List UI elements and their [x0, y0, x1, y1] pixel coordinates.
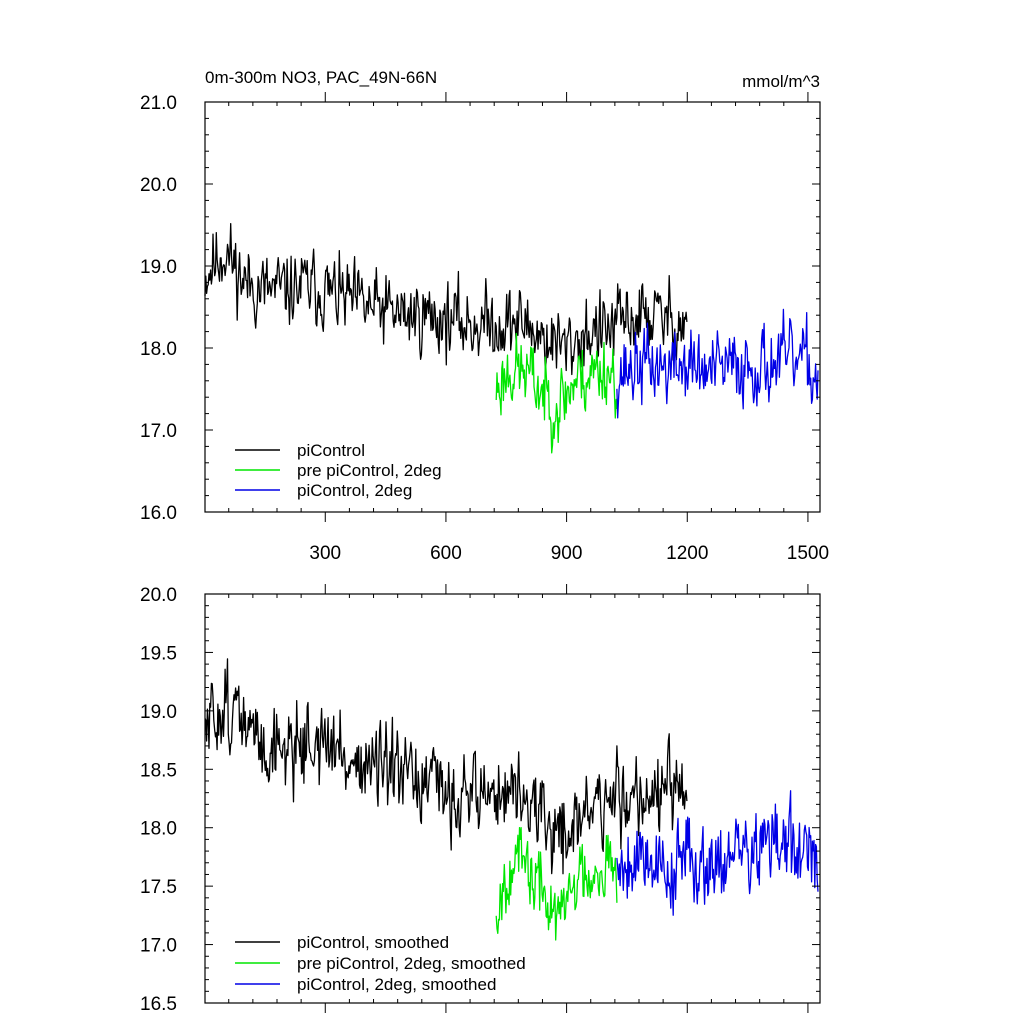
y-tick-label: 16.0 [140, 503, 177, 524]
legend-label: pre piControl, 2deg, smoothed [297, 954, 526, 973]
series-group [204, 222, 819, 454]
y-tick-label: 19.5 [140, 643, 177, 664]
x-tick-label: 600 [430, 543, 462, 564]
x-tick-label: 900 [551, 543, 583, 564]
y-tick-label: 21.0 [140, 93, 177, 114]
top-panel: 0m-300m NO3, PAC_49N-66N mmol/m^3 16.0 17… [140, 68, 829, 564]
y-tick-label: 17.0 [140, 936, 177, 957]
y-tick-label: 18.0 [140, 339, 177, 360]
x-tick-label: 300 [309, 543, 341, 564]
plot-frame [204, 593, 821, 1004]
series-line-2 [495, 332, 618, 454]
y-tick-label: 18.0 [140, 819, 177, 840]
x-tick-label: 1500 [787, 543, 829, 564]
legend-label: piControl [297, 441, 365, 460]
series-line-3 [616, 790, 819, 916]
y-tick-label: 17.5 [140, 877, 177, 898]
y-tick-label: 20.0 [140, 175, 177, 196]
legend-label: piControl, 2deg [297, 481, 412, 500]
y-tick-label: 19.0 [140, 257, 177, 278]
y-tick-label: 16.5 [140, 994, 177, 1015]
legend-label: piControl, 2deg, smoothed [297, 975, 496, 994]
legend-label: piControl, smoothed [297, 933, 449, 952]
legend: piControl, smoothed pre piControl, 2deg, … [235, 933, 526, 994]
series-line-2 [495, 826, 618, 941]
legend-label: pre piControl, 2deg [297, 461, 442, 480]
bottom-panel: 16.5 17.0 17.5 18.0 18.5 19.0 19.5 20.0 piContr… [140, 584, 821, 1015]
x-tick-label: 1200 [666, 543, 708, 564]
y-tick-label: 19.0 [140, 702, 177, 723]
series-line-1 [204, 658, 688, 875]
axis-ticks: 16.0 17.0 18.0 19.0 20.0 21.0 300 600 900 1200 150… [140, 92, 829, 564]
units-label: mmol/m^3 [742, 72, 820, 91]
chart-title: 0m-300m NO3, PAC_49N-66N [205, 68, 437, 87]
y-tick-label: 17.0 [140, 421, 177, 442]
series-line-1 [204, 222, 688, 376]
series-line-3 [616, 308, 819, 419]
y-tick-label: 20.0 [140, 585, 177, 606]
y-tick-label: 18.5 [140, 760, 177, 781]
plot-frame [204, 101, 821, 513]
axis-ticks: 16.5 17.0 17.5 18.0 18.5 19.0 19.5 20.0 [140, 584, 820, 1015]
series-group [204, 658, 819, 941]
